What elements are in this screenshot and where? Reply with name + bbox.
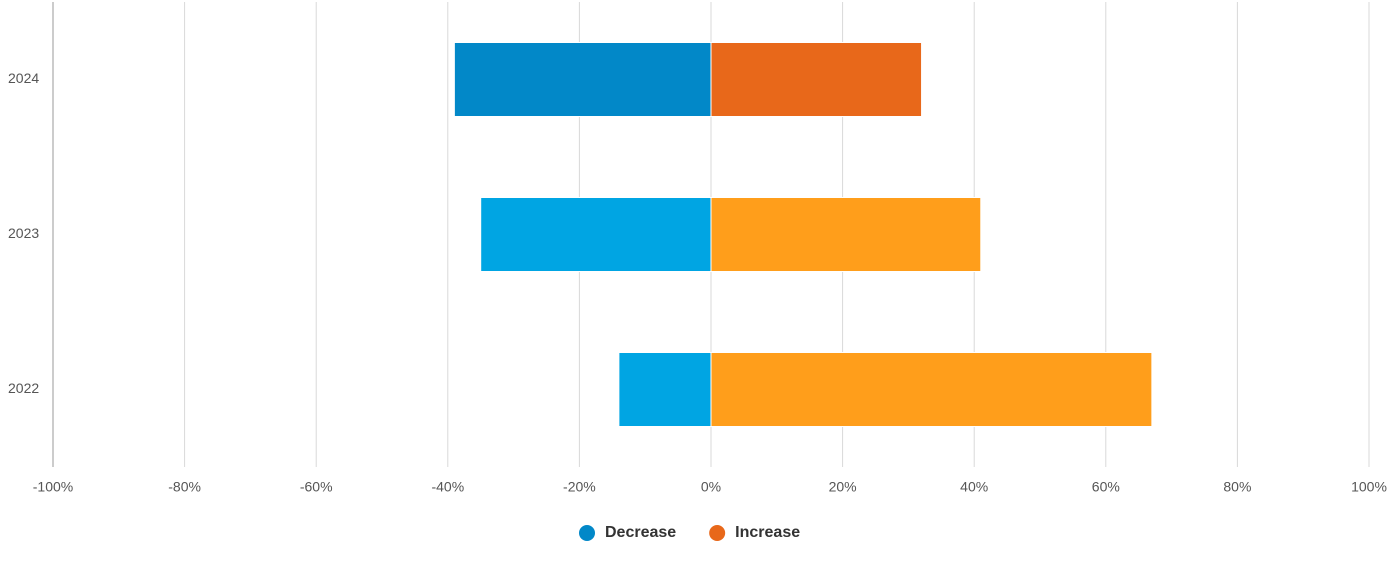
y-tick-label: 2022	[8, 380, 39, 396]
bar	[710, 197, 982, 272]
x-tick-label: 40%	[960, 479, 988, 495]
x-tick-label: 80%	[1223, 479, 1251, 495]
bar	[453, 42, 712, 117]
x-tick-label: -40%	[431, 479, 464, 495]
x-tick-label: -20%	[563, 479, 596, 495]
x-tick-label: -100%	[33, 479, 73, 495]
x-tick-label: 20%	[829, 479, 857, 495]
x-tick-label: 0%	[701, 479, 721, 495]
x-tick-label: -80%	[168, 479, 201, 495]
y-tick-label: 2023	[8, 225, 39, 241]
x-tick-label: -60%	[300, 479, 333, 495]
legend-text: Decrease	[605, 524, 676, 541]
bar	[480, 197, 712, 272]
x-tick-label: 60%	[1092, 479, 1120, 495]
bar	[710, 42, 923, 117]
bar	[618, 352, 712, 427]
bar	[710, 352, 1153, 427]
x-tick-label: 100%	[1351, 479, 1387, 495]
legend-text: Increase	[735, 524, 800, 541]
y-tick-label: 2024	[8, 70, 39, 86]
legend-marker	[579, 525, 595, 541]
legend-marker	[709, 525, 726, 541]
